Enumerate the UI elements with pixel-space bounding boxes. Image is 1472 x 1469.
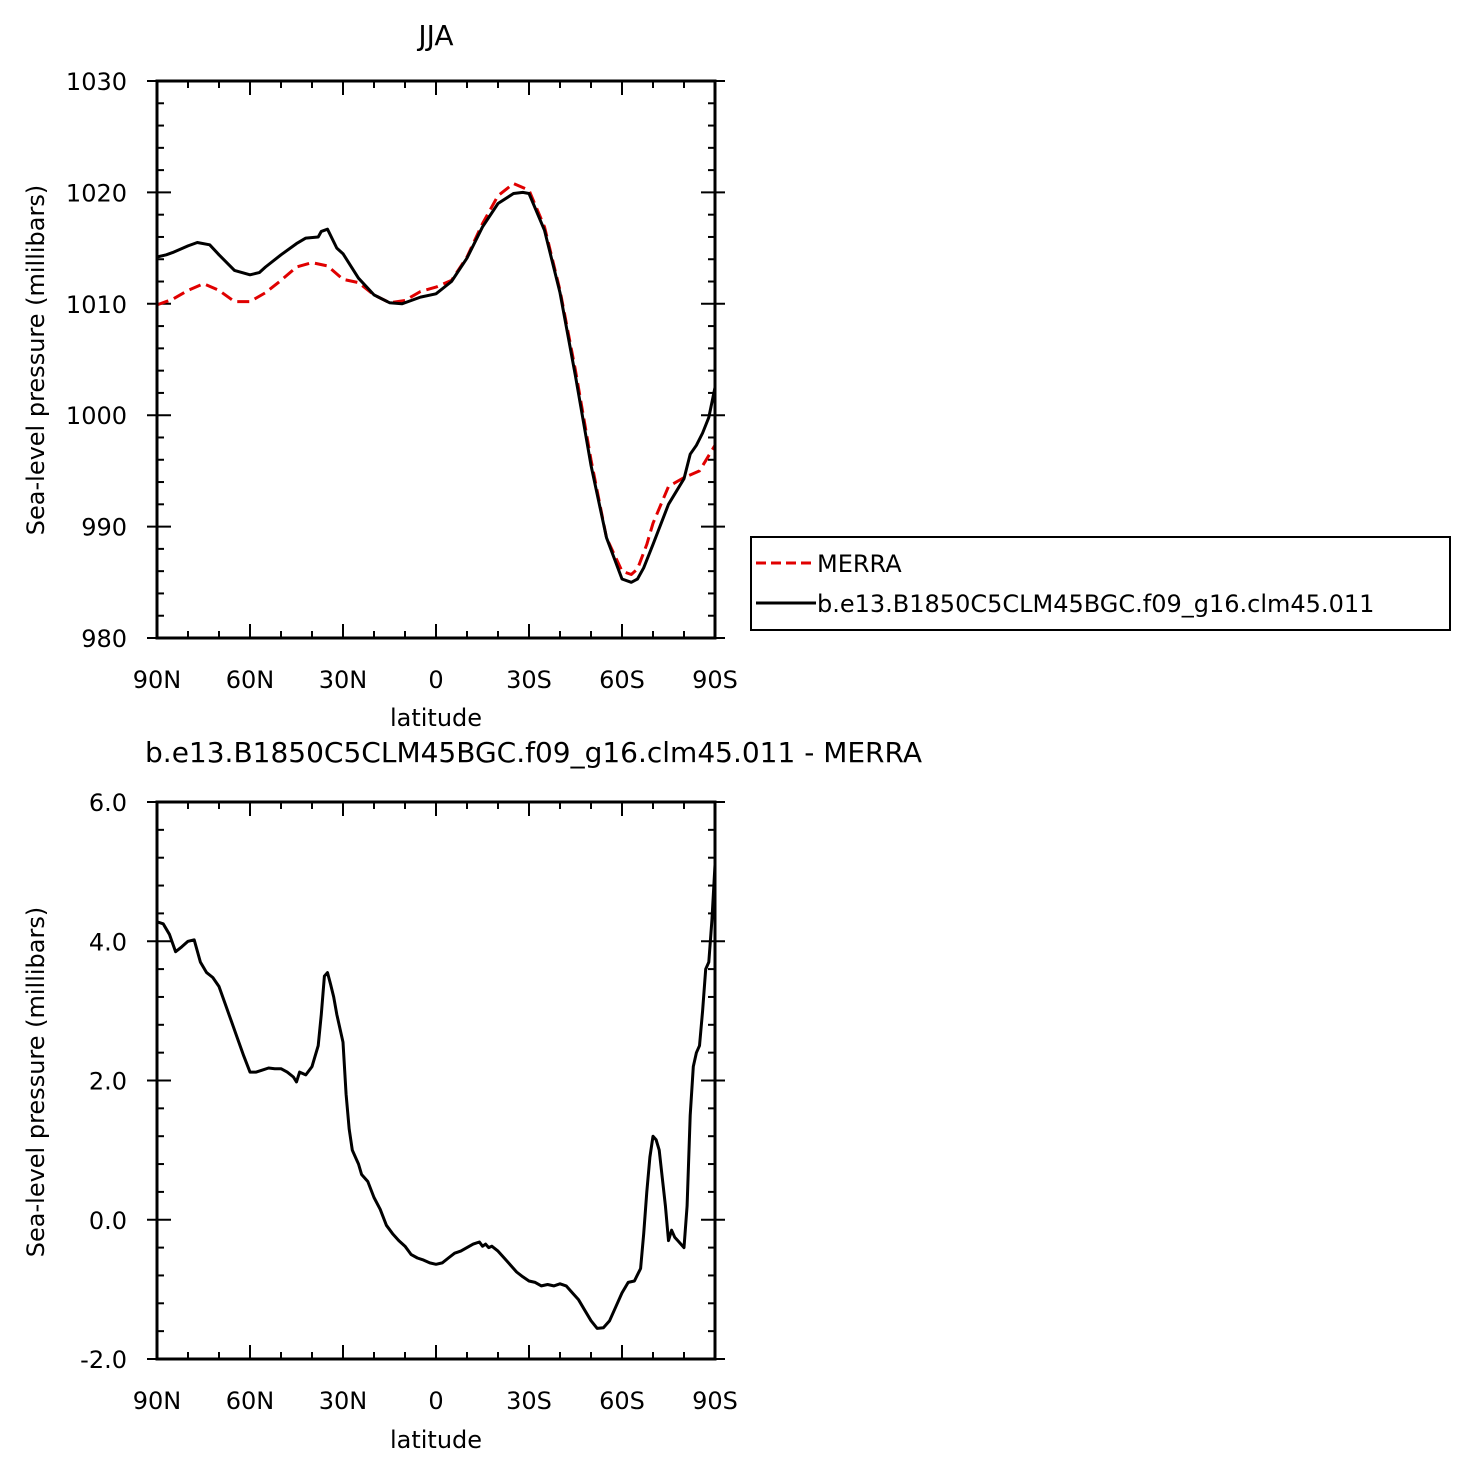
bottom-y-tick-label: 4.0	[89, 928, 127, 956]
bottom-series-1-line	[156, 864, 717, 1330]
bottom-y-tick-label: -2.0	[80, 1346, 127, 1374]
top-y-tick-label: 1020	[66, 179, 127, 207]
bottom-x-tick-label: 90N	[133, 1387, 182, 1415]
top-chart-frame	[155, 79, 717, 640]
top-y-tick-label: 1000	[66, 402, 127, 430]
legend-box	[750, 536, 1451, 631]
top-x-tick-label: 60S	[599, 666, 645, 694]
top-chart: JJA 90N 60N 30N 0 30S 60S 90S 980 990 1000 1010 102…	[22, 19, 738, 732]
top-y-tick-label: 1030	[66, 68, 127, 96]
top-chart-ticks	[147, 80, 725, 639]
legend-label-merra: MERRA	[817, 550, 902, 578]
top-chart-ylabel: Sea-level pressure (millibars)	[22, 185, 50, 535]
top-series-2-line	[156, 190, 717, 584]
bottom-chart-tick-labels: 90N 60N 30N 0 30S 60S 90S -2.0 0.0 2.0 4.0 6.0	[80, 789, 738, 1415]
legend: MERRA b.e13.B1850C5CLM45BGC.f09_g16.clm4…	[750, 536, 1451, 631]
top-chart-xlabel: latitude	[390, 704, 482, 732]
top-x-tick-label: 90N	[133, 666, 182, 694]
top-chart-tick-labels: 90N 60N 30N 0 30S 60S 90S 980 990 1000 1010 1020 103…	[66, 68, 738, 694]
bottom-x-tick-label: 60N	[226, 1387, 275, 1415]
bottom-chart: b.e13.B1850C5CLM45BGC.f09_g16.clm45.011 …	[22, 736, 922, 1454]
top-chart-series	[156, 182, 717, 584]
bottom-x-tick-label: 90S	[692, 1387, 738, 1415]
top-chart-title: JJA	[416, 19, 453, 52]
bottom-chart-xlabel: latitude	[390, 1426, 482, 1454]
top-y-tick-label: 980	[81, 625, 127, 653]
bottom-x-tick-label: 60S	[599, 1387, 645, 1415]
bottom-chart-frame	[155, 800, 717, 1361]
top-series-1-line	[156, 182, 717, 576]
bottom-chart-series	[156, 864, 717, 1330]
bottom-chart-ylabel: Sea-level pressure (millibars)	[22, 907, 50, 1257]
bottom-chart-title: b.e13.B1850C5CLM45BGC.f09_g16.clm45.011 …	[145, 736, 922, 769]
top-x-tick-label: 60N	[226, 666, 275, 694]
bottom-x-tick-label: 30N	[319, 1387, 368, 1415]
bottom-x-tick-label: 30S	[506, 1387, 552, 1415]
bottom-y-tick-label: 6.0	[89, 789, 127, 817]
top-x-tick-label: 90S	[692, 666, 738, 694]
top-x-tick-label: 30S	[506, 666, 552, 694]
legend-label-model: b.e13.B1850C5CLM45BGC.f09_g16.clm45.011	[817, 590, 1374, 618]
top-x-tick-label: 30N	[319, 666, 368, 694]
top-x-tick-label: 0	[428, 666, 443, 694]
top-y-tick-label: 1010	[66, 291, 127, 319]
bottom-y-tick-label: 2.0	[89, 1068, 127, 1096]
bottom-y-tick-label: 0.0	[89, 1207, 127, 1235]
top-y-tick-label: 990	[81, 514, 127, 542]
bottom-x-tick-label: 0	[428, 1387, 443, 1415]
